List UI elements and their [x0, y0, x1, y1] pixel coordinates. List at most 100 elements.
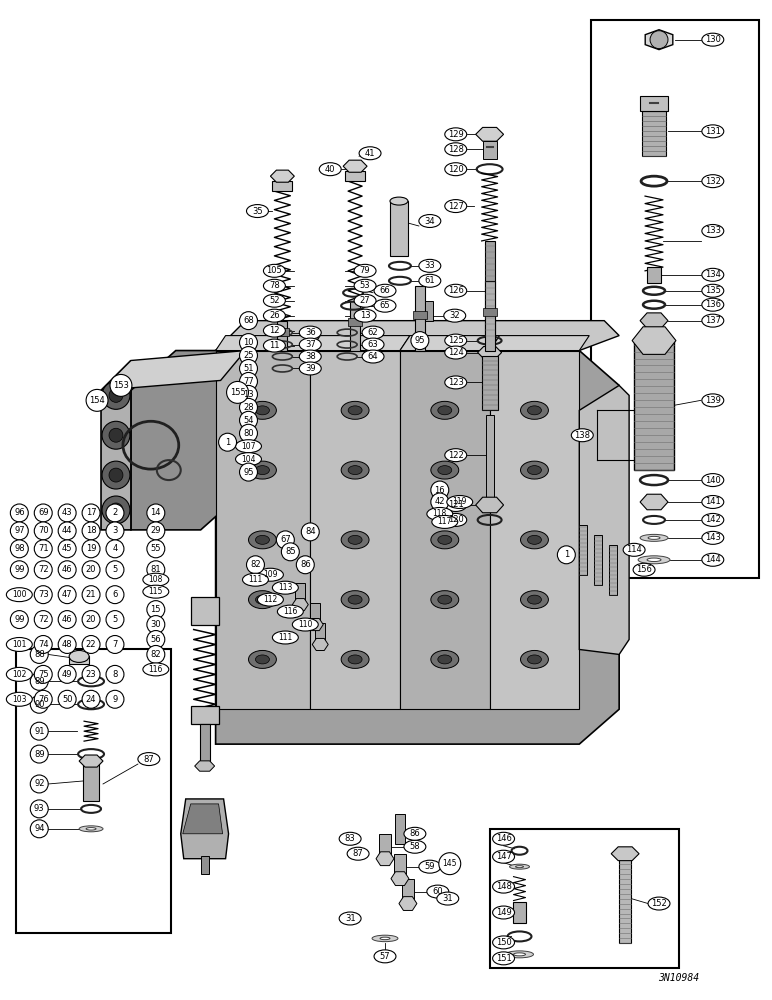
Text: 75: 75: [38, 670, 49, 679]
Bar: [482, 356, 498, 410]
Text: 131: 131: [705, 127, 721, 136]
Circle shape: [438, 853, 461, 875]
Text: 148: 148: [496, 882, 512, 891]
Text: 15: 15: [151, 605, 161, 614]
Polygon shape: [645, 30, 673, 50]
Text: 137: 137: [705, 316, 721, 325]
Bar: [390, 201, 408, 256]
Circle shape: [239, 385, 258, 403]
Text: 46: 46: [62, 615, 73, 624]
Bar: [609, 545, 617, 595]
Bar: [594, 535, 602, 585]
Ellipse shape: [447, 496, 472, 508]
Text: 42: 42: [435, 497, 445, 506]
Text: 138: 138: [574, 431, 591, 440]
Ellipse shape: [445, 284, 467, 297]
Ellipse shape: [702, 284, 724, 297]
Text: 139: 139: [705, 396, 721, 405]
Text: 30: 30: [151, 620, 161, 629]
Text: 23: 23: [86, 670, 96, 679]
Text: 53: 53: [360, 281, 371, 290]
Ellipse shape: [419, 259, 441, 272]
Ellipse shape: [438, 595, 452, 604]
Ellipse shape: [374, 950, 396, 963]
Text: 3N10984: 3N10984: [659, 973, 699, 983]
Ellipse shape: [513, 953, 526, 956]
Ellipse shape: [249, 531, 276, 549]
Text: 11: 11: [269, 341, 279, 350]
Circle shape: [58, 690, 76, 708]
Circle shape: [86, 389, 108, 411]
Text: 87: 87: [144, 755, 154, 764]
Ellipse shape: [300, 326, 321, 339]
Ellipse shape: [493, 936, 514, 949]
Circle shape: [58, 636, 76, 653]
Text: 126: 126: [448, 286, 464, 295]
Text: 100: 100: [12, 590, 26, 599]
Circle shape: [34, 504, 52, 522]
Text: 78: 78: [269, 281, 279, 290]
Text: 45: 45: [62, 544, 73, 553]
Text: 108: 108: [149, 575, 163, 584]
Bar: [395, 814, 405, 844]
Ellipse shape: [445, 163, 467, 176]
Ellipse shape: [527, 655, 541, 664]
Polygon shape: [476, 127, 503, 141]
Circle shape: [296, 556, 314, 574]
Text: 112: 112: [263, 595, 278, 604]
Text: 40: 40: [325, 165, 336, 174]
Text: 39: 39: [305, 364, 316, 373]
Ellipse shape: [263, 309, 286, 322]
Ellipse shape: [6, 638, 32, 651]
Text: 35: 35: [252, 207, 262, 216]
Text: 128: 128: [448, 145, 464, 154]
Circle shape: [58, 504, 76, 522]
Ellipse shape: [445, 128, 467, 141]
Ellipse shape: [431, 650, 459, 668]
Text: 80: 80: [243, 429, 254, 438]
Ellipse shape: [702, 125, 724, 138]
Polygon shape: [611, 847, 639, 861]
Circle shape: [147, 645, 164, 663]
Circle shape: [106, 561, 124, 579]
Ellipse shape: [520, 531, 548, 549]
Circle shape: [147, 561, 164, 579]
Ellipse shape: [640, 534, 668, 541]
Circle shape: [109, 428, 123, 442]
Text: 1: 1: [225, 438, 230, 447]
Text: 33: 33: [425, 261, 435, 270]
Circle shape: [10, 611, 29, 629]
Ellipse shape: [445, 346, 467, 359]
Circle shape: [147, 540, 164, 558]
Text: 146: 146: [496, 834, 512, 843]
Bar: [191, 706, 218, 724]
Ellipse shape: [277, 605, 303, 618]
Text: 132: 132: [705, 177, 721, 186]
Text: 27: 27: [360, 296, 371, 305]
Ellipse shape: [427, 885, 449, 898]
Text: 142: 142: [705, 515, 721, 524]
Ellipse shape: [506, 951, 533, 958]
Text: 96: 96: [14, 508, 25, 517]
Text: 13: 13: [360, 311, 371, 320]
Ellipse shape: [320, 163, 341, 176]
Text: 95: 95: [415, 336, 425, 345]
Text: 38: 38: [305, 352, 316, 361]
Bar: [482, 141, 496, 159]
Polygon shape: [476, 497, 503, 513]
Text: 56: 56: [151, 635, 161, 644]
Circle shape: [276, 531, 294, 549]
Text: 28: 28: [243, 403, 254, 412]
Circle shape: [106, 586, 124, 604]
Text: 153: 153: [113, 381, 129, 390]
Ellipse shape: [79, 826, 103, 832]
Ellipse shape: [702, 224, 724, 237]
Ellipse shape: [648, 897, 670, 910]
Circle shape: [58, 611, 76, 629]
Text: 120: 120: [448, 515, 464, 524]
Circle shape: [82, 504, 100, 522]
Ellipse shape: [372, 935, 398, 942]
Ellipse shape: [438, 406, 452, 415]
Polygon shape: [101, 351, 245, 390]
Circle shape: [10, 522, 29, 540]
